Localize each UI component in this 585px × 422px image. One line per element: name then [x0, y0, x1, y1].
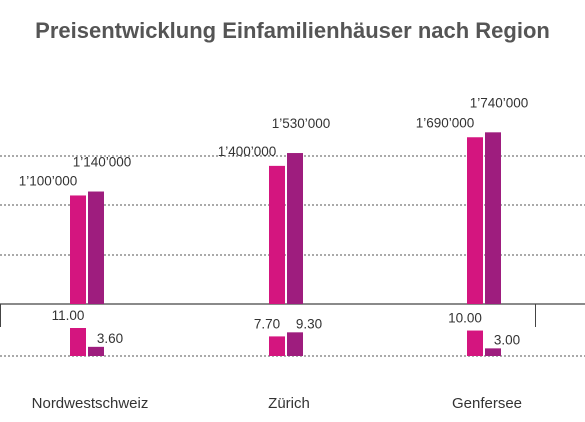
top-label-1-1: 1’530’000	[272, 116, 331, 131]
bottom-label-1-0: 7.70	[254, 316, 280, 331]
bottom-label-2-1: 3.00	[494, 332, 520, 347]
top-bar-1-0	[269, 165, 285, 304]
bottom-label-0-1: 3.60	[97, 331, 123, 346]
bottom-bar-1-0	[269, 336, 285, 356]
top-bar-2-0	[467, 137, 483, 304]
bottom-bar-0-1	[88, 346, 104, 356]
top-label-0-0: 1’100’000	[19, 173, 78, 188]
top-label-2-0: 1’690’000	[416, 115, 475, 130]
top-bar-2-1	[485, 132, 501, 304]
category-label-1: Zürich	[268, 395, 310, 412]
category-label-2: Genfersee	[452, 395, 522, 412]
top-label-1-0: 1’400’000	[218, 144, 277, 159]
category-label-0: Nordwestschweiz	[32, 395, 149, 412]
bottom-label-2-0: 10.00	[448, 311, 482, 326]
top-bar-0-0	[70, 195, 86, 304]
bottom-label-1-1: 9.30	[296, 316, 322, 331]
bottom-label-0-0: 11.00	[52, 308, 85, 323]
bottom-bar-2-0	[467, 330, 483, 356]
bottom-bar-2-1	[485, 348, 501, 356]
bottom-bar-1-1	[287, 332, 303, 356]
top-bar-1-1	[287, 153, 303, 304]
top-label-0-1: 1’140’000	[73, 155, 132, 170]
top-bar-0-1	[88, 191, 104, 304]
chart-title: Preisentwicklung Einfamilienhäuser nach …	[35, 18, 550, 43]
top-label-2-1: 1’740’000	[470, 95, 529, 110]
bottom-bar-0-0	[70, 328, 86, 356]
